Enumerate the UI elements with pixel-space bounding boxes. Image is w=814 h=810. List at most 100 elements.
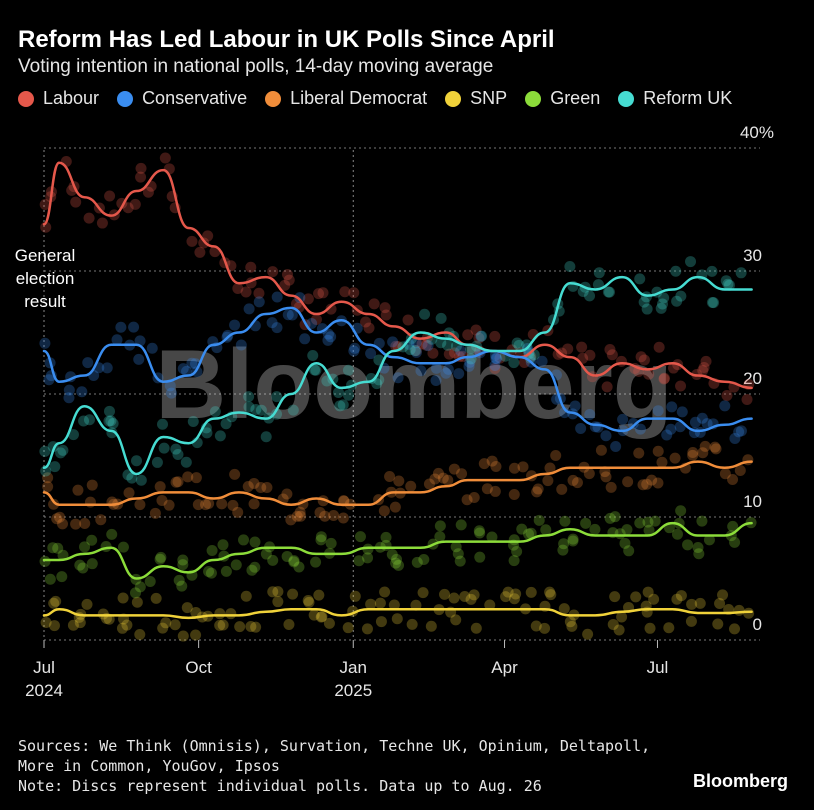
poll-disc xyxy=(486,531,498,543)
poll-disc xyxy=(602,286,614,298)
annotation-line: General xyxy=(15,246,75,265)
poll-disc xyxy=(391,613,403,625)
poll-disc xyxy=(293,561,305,573)
poll-disc xyxy=(405,480,417,492)
poll-disc xyxy=(217,539,229,551)
legend-label: Liberal Democrat xyxy=(290,88,428,108)
poll-disc xyxy=(644,622,656,634)
poll-disc xyxy=(290,298,302,310)
poll-disc xyxy=(105,415,117,427)
legend-swatch xyxy=(525,90,542,107)
poll-disc xyxy=(429,473,441,485)
poll-disc xyxy=(249,536,261,548)
annotation-line: election xyxy=(16,269,75,288)
poll-disc xyxy=(435,337,447,349)
poll-disc xyxy=(430,374,442,386)
poll-disc xyxy=(508,462,520,474)
poll-disc xyxy=(667,362,679,374)
poll-disc xyxy=(310,556,322,568)
poll-disc xyxy=(155,551,167,563)
legend-swatch xyxy=(117,90,134,107)
poll-disc xyxy=(243,391,255,403)
poll-disc xyxy=(325,537,337,549)
poll-disc xyxy=(468,492,480,504)
poll-disc xyxy=(388,599,400,611)
poll-disc xyxy=(735,267,747,279)
poll-disc xyxy=(610,440,622,452)
poll-disc xyxy=(238,534,250,546)
poll-disc xyxy=(710,443,722,455)
poll-disc xyxy=(675,590,687,602)
chart-subtitle: Voting intention in national polls, 14-d… xyxy=(18,56,494,77)
poll-disc xyxy=(172,476,184,488)
poll-disc xyxy=(214,608,226,620)
poll-disc xyxy=(665,423,677,435)
poll-disc xyxy=(442,339,454,351)
poll-disc xyxy=(658,292,670,304)
legend-item-reform-uk: Reform UK xyxy=(618,88,732,109)
poll-disc xyxy=(464,356,476,368)
poll-disc xyxy=(698,362,710,374)
poll-disc xyxy=(706,297,718,309)
poll-disc xyxy=(434,520,446,532)
poll-disc xyxy=(96,217,108,229)
poll-disc xyxy=(643,368,655,380)
legend-label: Labour xyxy=(43,88,100,108)
poll-disc xyxy=(230,559,242,571)
poll-disc xyxy=(190,606,202,618)
poll-disc xyxy=(545,589,557,601)
poll-disc xyxy=(74,617,86,629)
poll-disc xyxy=(430,362,442,374)
poll-disc xyxy=(339,286,351,298)
poll-disc xyxy=(308,609,320,621)
poll-disc xyxy=(39,337,51,349)
poll-disc xyxy=(160,617,172,629)
poll-disc xyxy=(122,202,134,214)
poll-disc xyxy=(43,374,55,386)
poll-disc xyxy=(422,340,434,352)
poll-disc xyxy=(604,512,616,524)
poll-disc xyxy=(723,279,735,291)
poll-disc xyxy=(567,474,579,486)
poll-disc xyxy=(701,418,713,430)
poll-disc xyxy=(164,380,176,392)
poll-disc xyxy=(409,345,421,357)
poll-disc xyxy=(533,514,545,526)
poll-disc xyxy=(474,527,486,539)
poll-disc xyxy=(557,544,569,556)
poll-disc xyxy=(423,478,435,490)
poll-disc xyxy=(619,537,631,549)
poll-disc xyxy=(508,488,520,500)
poll-disc xyxy=(288,556,300,568)
annotation-general-election: General election result xyxy=(15,246,75,311)
poll-disc xyxy=(459,591,471,603)
poll-disc xyxy=(416,338,428,350)
poll-disc xyxy=(638,296,650,308)
poll-disc xyxy=(77,562,89,574)
poll-disc xyxy=(315,611,327,623)
poll-disc xyxy=(272,596,284,608)
poll-disc xyxy=(190,629,202,641)
poll-disc xyxy=(443,348,455,360)
poll-disc xyxy=(271,391,283,403)
poll-disc xyxy=(55,447,67,459)
poll-disc xyxy=(353,555,365,567)
poll-disc xyxy=(379,302,391,314)
poll-disc xyxy=(291,510,303,522)
poll-disc xyxy=(51,513,63,525)
poll-disc xyxy=(261,482,273,494)
poll-disc xyxy=(229,319,241,331)
poll-disc xyxy=(222,329,234,341)
poll-disc xyxy=(393,559,405,571)
poll-disc xyxy=(129,587,141,599)
poll-disc xyxy=(216,498,228,510)
poll-disc xyxy=(486,455,498,467)
poll-disc xyxy=(157,622,169,634)
poll-disc xyxy=(319,510,331,522)
poll-disc xyxy=(582,628,594,640)
poll-disc xyxy=(450,541,462,553)
poll-disc xyxy=(389,501,401,513)
poll-disc xyxy=(368,298,380,310)
poll-disc xyxy=(70,196,82,208)
legend-item-conservative: Conservative xyxy=(117,88,247,109)
